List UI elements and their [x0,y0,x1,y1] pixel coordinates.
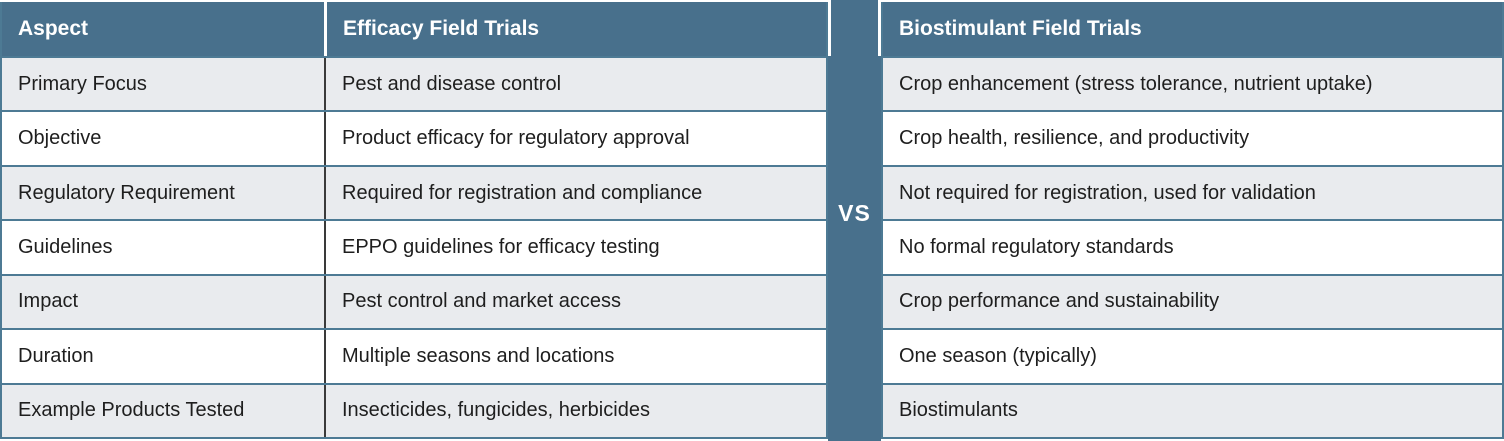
table-row: Duration Multiple seasons and locations [2,328,826,383]
table-row: Primary Focus Pest and disease control [2,56,826,111]
table-row: Biostimulants [883,382,1502,437]
biostimulant-cell: No formal regulatory standards [899,235,1174,258]
aspect-cell: Guidelines [18,235,113,258]
biostimulant-cell: Crop enhancement (stress tolerance, nutr… [899,72,1373,95]
efficacy-table: Aspect Efficacy Field Trials Primary Foc… [0,2,828,439]
table-row: Not required for registration, used for … [883,164,1502,220]
efficacy-cell: Pest control and market access [324,275,826,329]
table-row: Guidelines EPPO guidelines for efficacy t… [2,219,826,274]
biostimulant-cell: Biostimulants [899,399,1018,422]
aspect-cell: Primary Focus [18,72,147,95]
biostimulant-cell: Crop performance and sustainability [899,290,1220,313]
table-row: Regulatory Requirement Required for regis… [2,164,826,220]
aspect-cell: Regulatory Requirement [18,181,235,204]
table-row: Crop health, resilience, and productivit… [883,110,1502,165]
aspect-cell: Duration [18,344,94,367]
efficacy-table-header-row: Aspect Efficacy Field Trials [2,2,826,56]
table-row: Impact Pest control and market access [2,273,826,329]
biostimulant-column-header: Biostimulant Field Trials [899,17,1142,40]
efficacy-cell: Pest and disease control [324,58,826,111]
efficacy-cell: Required for registration and compliance [324,166,826,220]
vs-label: VS [838,200,871,226]
efficacy-column-header: Efficacy Field Trials [324,2,826,56]
table-row: Crop enhancement (stress tolerance, nutr… [883,56,1502,111]
aspect-cell: Example Products Tested [18,399,245,422]
aspect-cell: Objective [18,127,102,150]
aspect-cell: Impact [18,290,79,313]
biostimulant-cell: Not required for registration, used for … [899,181,1316,204]
biostimulant-table: Biostimulant Field Trials Crop enhanceme… [881,2,1504,439]
efficacy-cell: Multiple seasons and locations [324,330,826,383]
table-row: Example Products Tested Insecticides, fun… [2,382,826,437]
table-row: Crop performance and sustainability [883,273,1502,329]
table-row: One season (typically) [883,328,1502,383]
biostimulant-table-header-row: Biostimulant Field Trials [883,2,1502,56]
biostimulant-cell: Crop health, resilience, and productivit… [899,127,1250,150]
biostimulant-cell: One season (typically) [899,344,1097,367]
efficacy-cell: Insecticides, fungicides, herbicides [324,384,826,437]
table-row: Objective Product efficacy for regulatory… [2,110,826,165]
aspect-column-header: Aspect [18,17,89,40]
vs-divider-band: VS [828,0,881,441]
efficacy-cell: Product efficacy for regulatory approval [324,112,826,165]
table-row: No formal regulatory standards [883,219,1502,274]
efficacy-cell: EPPO guidelines for efficacy testing [324,221,826,274]
